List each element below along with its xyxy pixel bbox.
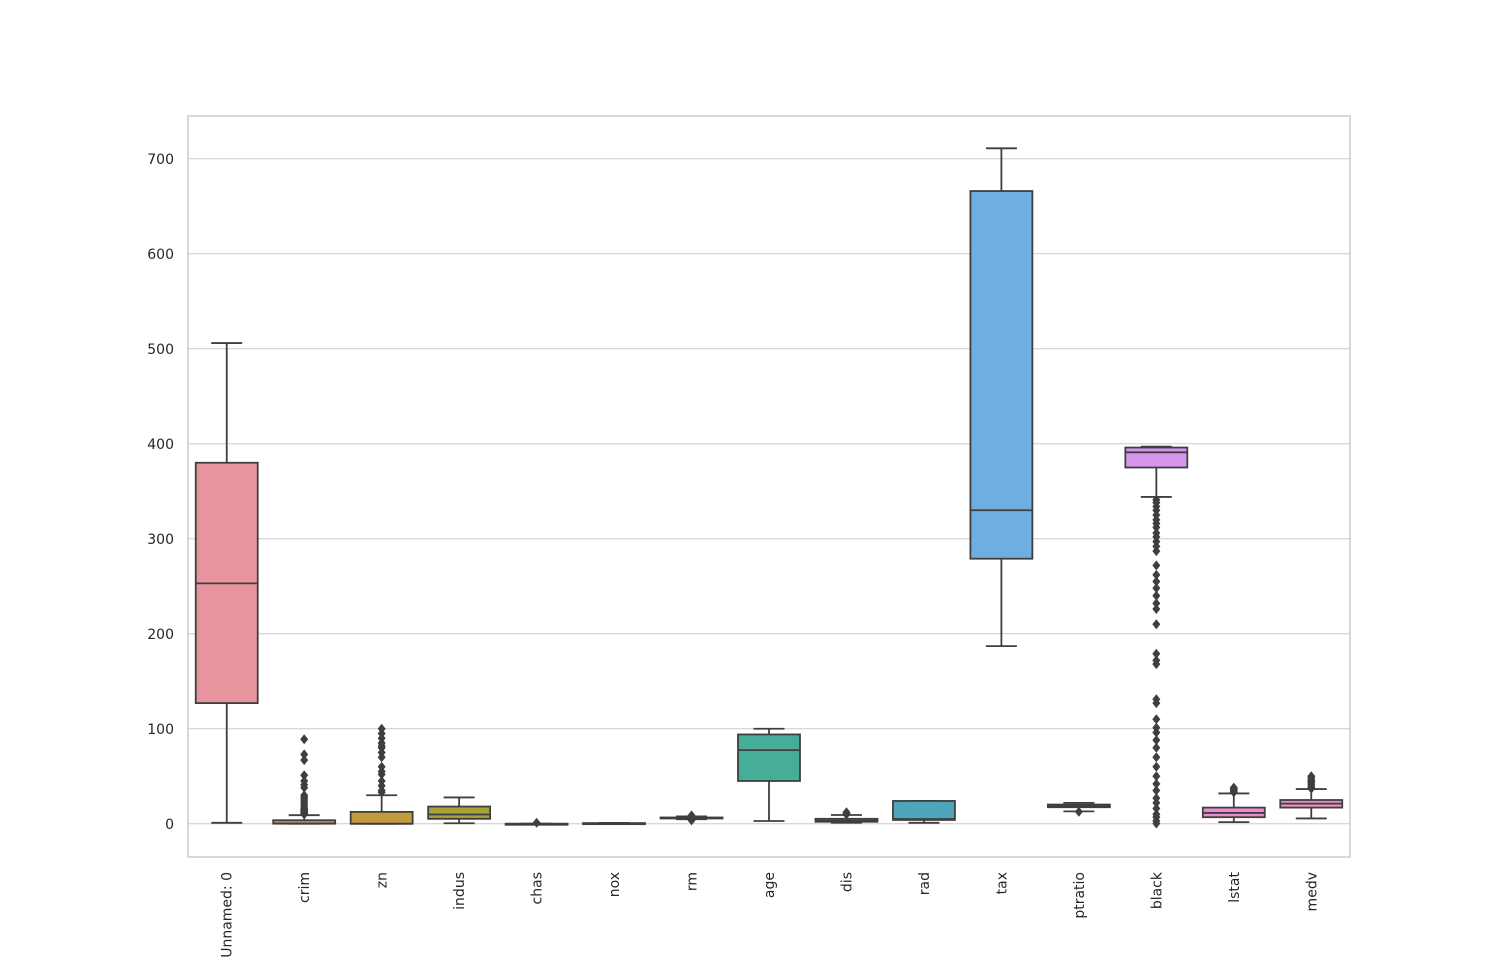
x-tick-label: lstat (1227, 871, 1243, 902)
box-black (1124, 445, 1189, 829)
y-tick-label: 0 (165, 817, 174, 833)
box-nox (582, 822, 646, 826)
x-tick-label: tax (994, 872, 1010, 894)
outlier-point (300, 734, 309, 745)
outlier-point (1152, 809, 1161, 820)
outlier-point (1152, 604, 1161, 615)
box-ptratio (1046, 801, 1111, 817)
box-medv (1279, 771, 1344, 820)
y-axis-ticks: 0 100 200 300 400 500 600 700 (147, 152, 174, 833)
box-rad (892, 800, 956, 824)
box-dis (814, 807, 879, 824)
y-tick-label: 700 (147, 152, 174, 168)
x-tick-label: ptratio (1072, 872, 1088, 919)
x-tick-label: nox (607, 872, 623, 897)
outlier-point (1152, 714, 1161, 725)
x-tick-label: age (762, 872, 778, 898)
x-axis-ticks: Unnamed: 0 crim zn indus chas nox rm age dis rad t… (220, 871, 1321, 958)
outlier-point (1152, 569, 1161, 580)
box-rm (659, 810, 724, 826)
x-tick-label: indus (452, 872, 468, 910)
outlier-point (1152, 598, 1161, 609)
outlier-point (1307, 771, 1316, 782)
outlier-point (532, 817, 541, 828)
iqr-box (892, 800, 956, 821)
outlier-point (1152, 742, 1161, 753)
outlier-point (1152, 655, 1161, 666)
outlier-point (1152, 694, 1161, 705)
box-unnamed-0 (194, 342, 259, 824)
outlier-point (1152, 583, 1161, 594)
outlier-point (300, 770, 309, 781)
outlier-point (1152, 785, 1161, 796)
outlier-point (300, 755, 309, 766)
outlier-point (1229, 782, 1238, 793)
box-crim (272, 734, 337, 825)
outlier-point (1152, 648, 1161, 659)
outlier-point (1152, 576, 1161, 587)
y-tick-label: 500 (147, 342, 174, 358)
outlier-point (377, 775, 386, 787)
box-lstat (1201, 782, 1266, 824)
outlier-point (1152, 803, 1161, 814)
outlier-point (1152, 761, 1161, 772)
plot-frame (187, 115, 1351, 858)
iqr-box (1124, 446, 1189, 469)
y-tick-label: 200 (147, 627, 174, 643)
x-tick-label: chas (530, 872, 546, 904)
outlier-point (1152, 560, 1161, 571)
outlier-point (842, 807, 851, 818)
box-age (737, 727, 801, 822)
box-zn (349, 723, 414, 825)
box-tax (969, 147, 1034, 647)
outlier-point (1074, 806, 1083, 817)
iqr-box (427, 805, 492, 820)
y-tick-label: 600 (147, 247, 174, 263)
box-indus (427, 796, 492, 825)
x-tick-label: zn (375, 872, 391, 888)
x-tick-label: dis (839, 872, 855, 892)
x-tick-label: rad (917, 872, 933, 895)
y-tick-label: 100 (147, 722, 174, 738)
outlier-point (1152, 778, 1161, 789)
outlier-point (1152, 735, 1161, 746)
outlier-point (1152, 771, 1161, 782)
x-tick-label: black (1149, 871, 1165, 909)
outlier-point (1152, 619, 1161, 630)
outlier-point (377, 761, 386, 772)
outlier-point (300, 775, 309, 787)
outlier-point (1152, 793, 1161, 804)
x-tick-label: rm (685, 872, 701, 891)
box-chas (504, 817, 569, 828)
x-tick-label: crim (297, 872, 313, 903)
y-tick-label: 400 (147, 437, 174, 453)
outlier-point (1152, 752, 1161, 763)
x-tick-label: Unnamed: 0 (220, 872, 236, 958)
x-tick-label: medv (1304, 872, 1320, 911)
y-grid-lines (188, 158, 1350, 825)
outlier-point (1152, 722, 1161, 733)
outlier-point (377, 723, 386, 734)
iqr-box (737, 733, 801, 782)
outlier-point (1152, 494, 1161, 505)
iqr-box (349, 810, 414, 825)
outlier-point (1152, 590, 1161, 601)
outlier-point (300, 749, 309, 760)
y-tick-label: 300 (147, 532, 174, 548)
outlier-point (1152, 528, 1161, 539)
iqr-box (969, 190, 1034, 560)
outlier-point (300, 790, 309, 801)
boxes (194, 147, 1344, 829)
outlier-point (687, 810, 696, 821)
